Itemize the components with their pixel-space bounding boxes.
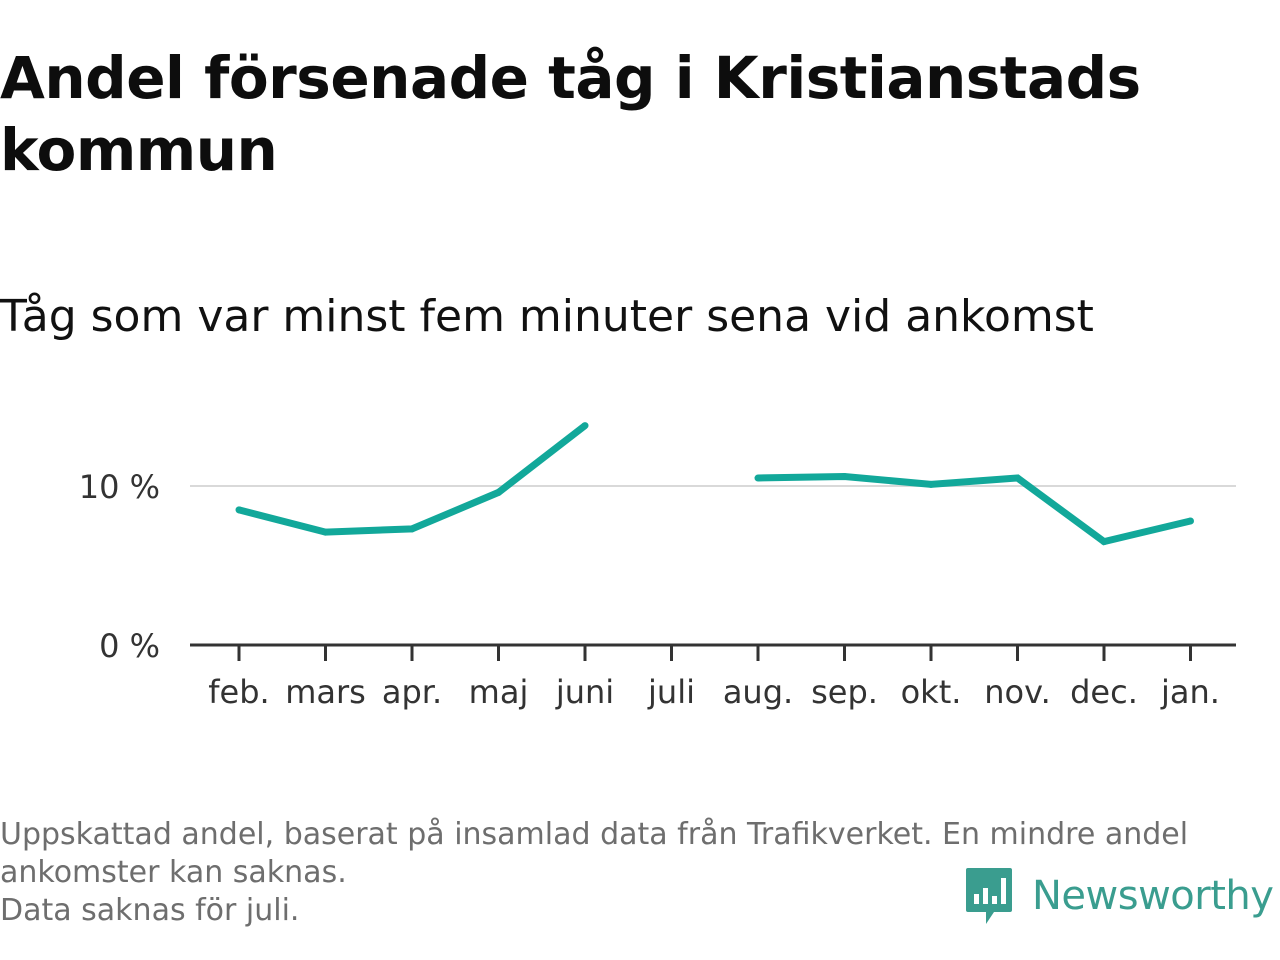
x-tick-label: apr. (382, 673, 442, 711)
brand-logo: Newsworthy (964, 864, 1274, 928)
chart-title: Andel försenade tåg i Kristianstads komm… (0, 44, 1141, 184)
data-point (927, 480, 935, 488)
brand-name: Newsworthy (1032, 873, 1274, 919)
x-tick-label: juni (555, 673, 614, 711)
data-point (841, 472, 848, 480)
x-tick-label: juli (647, 673, 695, 711)
series-lines (235, 422, 1194, 546)
x-tick-label: maj (469, 673, 529, 711)
data-point (235, 506, 243, 514)
data-point (754, 474, 762, 482)
data-point (495, 488, 502, 496)
footnote-line-3: Data saknas för juli. (0, 893, 300, 928)
footnote: Uppskattad andel, baserat på insamlad da… (0, 816, 1270, 930)
x-tick-label: nov. (984, 673, 1050, 711)
data-point (581, 422, 589, 430)
x-tick-label: sep. (811, 673, 878, 711)
x-tick-label: mars (285, 673, 366, 711)
chart-subtitle: Tåg som var minst fem minuter sena vid a… (0, 291, 1094, 342)
series-line (238, 422, 588, 536)
x-tick-label: aug. (723, 673, 793, 711)
series-line (757, 472, 1192, 546)
newsworthy-logo-icon (966, 868, 1012, 924)
data-point (322, 528, 329, 536)
data-point (408, 525, 416, 533)
y-tick-label: 10 % (79, 468, 160, 506)
data-point (1187, 517, 1194, 525)
footnote-line-1: Uppskattad andel, baserat på insamlad da… (0, 817, 1189, 852)
footnote-line-2: ankomster kan saknas. (0, 855, 347, 890)
x-axis-ticks: feb. mars apr. maj juni juli aug. sep. okt. nov. d… (208, 645, 1220, 711)
data-point (1100, 538, 1108, 546)
x-tick-label: dec. (1070, 673, 1138, 711)
y-tick-label: 0 % (99, 627, 160, 665)
x-tick-label: okt. (901, 673, 962, 711)
y-axis-ticks: 0 % 10 % (79, 468, 160, 665)
x-tick-label: feb. (208, 673, 269, 711)
data-point (1014, 474, 1021, 482)
x-tick-label: jan. (1160, 673, 1220, 711)
